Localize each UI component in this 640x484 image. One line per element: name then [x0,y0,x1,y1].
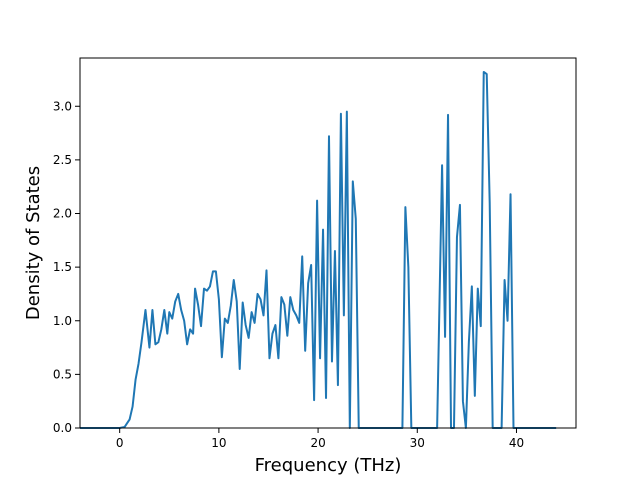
x-tick-label: 0 [116,436,124,450]
x-tick-label: 30 [410,436,425,450]
x-tick-label: 40 [509,436,524,450]
y-tick-label: 3.0 [53,99,72,113]
dos-series-line-0 [80,70,557,429]
y-tick-label: 1.0 [53,314,72,328]
plot-frame [79,57,577,429]
y-axis-ticks: 0.0 0.5 1.0 1.5 2.0 2.5 3.0 [53,99,80,435]
y-tick-label: 2.5 [53,153,72,167]
y-tick-label: 2.0 [53,207,72,221]
y-axis-label: Density of States [23,166,44,320]
x-axis-label: Frequency (THz) [255,455,402,476]
x-axis-ticks: 0 10 20 30 40 [116,428,524,450]
y-tick-label: 1.5 [53,260,72,274]
x-tick-label: 20 [310,436,325,450]
y-tick-label: 0.5 [53,367,72,381]
y-tick-label: 0.0 [53,421,72,435]
x-tick-label: 10 [211,436,226,450]
series-layer [80,70,557,429]
